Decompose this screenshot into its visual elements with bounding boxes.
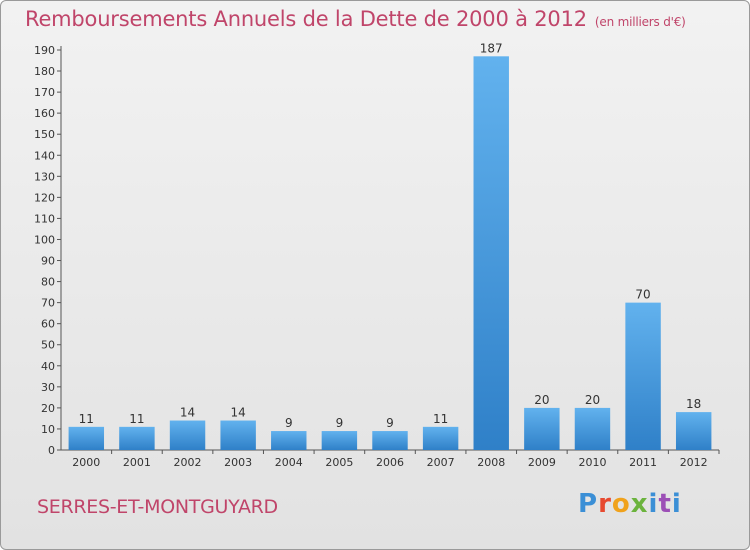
data-label-2012: 18	[686, 397, 701, 411]
logo-letter: i	[671, 489, 682, 519]
bars: 11 11 14 14 9 9 9 11 187 20 20 70 18	[68, 41, 712, 450]
x-tick-label: 2004	[275, 456, 303, 469]
y-tick-label: 60	[41, 318, 55, 331]
y-tick-label: 50	[41, 339, 55, 352]
data-label-2001: 11	[129, 412, 144, 426]
logo-letter: x	[630, 489, 649, 519]
y-tick-label: 120	[34, 191, 55, 204]
y-tick-label: 160	[34, 107, 55, 120]
bar-2004	[271, 431, 307, 450]
data-label-2009: 20	[534, 393, 549, 407]
x-tick-label: 2009	[528, 456, 556, 469]
bar-2011	[625, 302, 661, 450]
x-tick-label: 2001	[123, 456, 151, 469]
y-tick-label: 170	[34, 86, 55, 99]
data-label-2007: 11	[433, 412, 448, 426]
y-tick-label: 130	[34, 170, 55, 183]
x-tick-label: 2010	[578, 456, 606, 469]
x-tick-label: 2008	[477, 456, 505, 469]
logo-letter: t	[658, 489, 672, 519]
x-tick-label: 2002	[174, 456, 202, 469]
logo-letter: o	[611, 489, 631, 519]
y-tick-label: 0	[48, 444, 55, 457]
commune-name: SERRES-ET-MONTGUYARD	[37, 496, 278, 518]
bar-2000	[68, 426, 105, 450]
logo-letter: P	[578, 489, 599, 519]
bar-2010	[574, 407, 611, 450]
bar-2002	[169, 420, 206, 450]
bar-2012	[675, 412, 712, 450]
y-tick-label: 150	[34, 128, 55, 141]
x-axis: 2000 2001 2002 2003 2004 2005 2006 2007 2008 2009…	[61, 449, 720, 469]
y-tick-label: 80	[41, 276, 55, 289]
bar-2005	[321, 431, 358, 450]
data-label-2011: 70	[635, 288, 650, 302]
bar-2003	[220, 420, 256, 450]
y-axis: 0 10 20 30 40 50 60 70 80 90 100 110 120 130 140 150 160…	[34, 44, 62, 457]
x-tick-label: 2003	[224, 456, 252, 469]
bar-2008	[473, 56, 509, 450]
data-label-2008: 187	[480, 41, 503, 55]
x-tick-label: 2006	[376, 456, 404, 469]
y-tick-label: 30	[41, 381, 55, 394]
x-tick-label: 2011	[629, 456, 657, 469]
logo-letter: r	[598, 489, 612, 519]
x-tick-label: 2005	[325, 456, 353, 469]
chart-title: Remboursements Annuels de la Dette de 20…	[25, 7, 686, 31]
data-label-2010: 20	[585, 393, 600, 407]
bar-2001	[119, 426, 155, 450]
data-label-2003: 14	[231, 406, 246, 420]
y-tick-label: 40	[41, 360, 55, 373]
y-tick-label: 100	[34, 233, 55, 246]
proxiti-logo: Proxiti	[578, 489, 682, 519]
data-label-2002: 14	[180, 406, 195, 420]
chart-title-text: Remboursements Annuels de la Dette de 20…	[25, 7, 587, 31]
logo-letter: i	[648, 489, 659, 519]
y-tick-label: 90	[41, 255, 55, 268]
y-tick-label: 20	[41, 402, 55, 415]
y-tick-label: 180	[34, 65, 55, 78]
y-tick-label: 10	[41, 423, 55, 436]
y-tick-label: 140	[34, 149, 55, 162]
bar-2006	[372, 431, 408, 450]
x-tick-label: 2000	[72, 456, 100, 469]
x-tick-label: 2007	[427, 456, 455, 469]
data-label-2006: 9	[386, 416, 394, 430]
x-tick-label: 2012	[680, 456, 708, 469]
bar-2009	[524, 407, 560, 450]
data-label-2005: 9	[336, 416, 344, 430]
y-tick-label: 190	[34, 44, 55, 57]
chart-subtitle: (en milliers d'€)	[594, 15, 686, 29]
y-tick-label: 110	[34, 212, 55, 225]
data-label-2000: 11	[79, 412, 94, 426]
data-label-2004: 9	[285, 416, 293, 430]
bar-2007	[422, 426, 459, 450]
y-tick-label: 70	[41, 297, 55, 310]
